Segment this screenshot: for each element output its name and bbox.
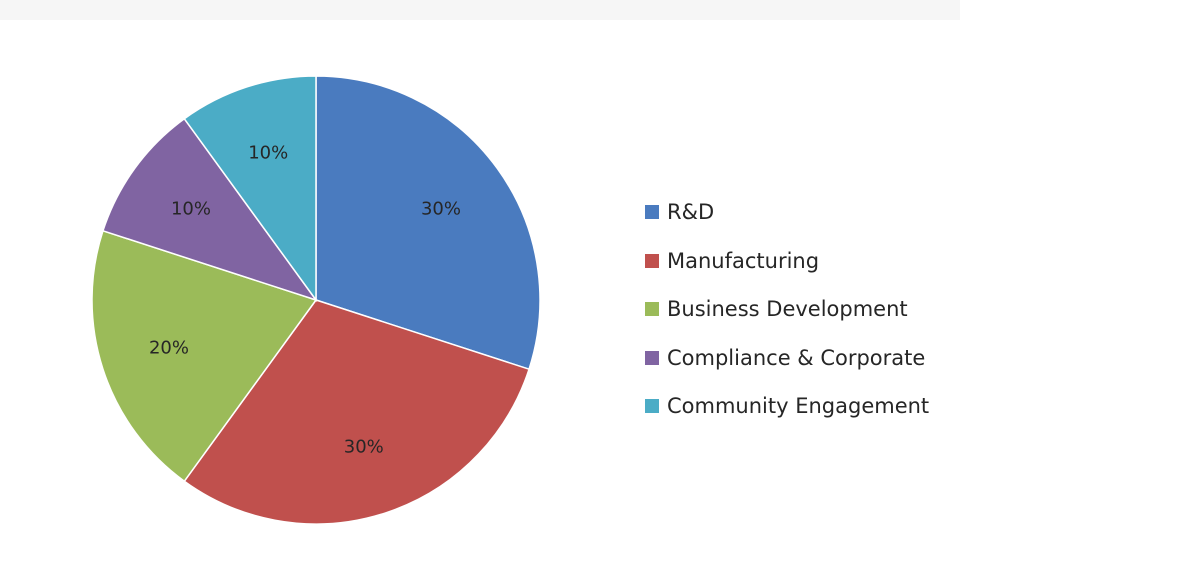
legend-item-business-development: Business Development <box>645 285 929 334</box>
data-label-business-development: 20% <box>149 337 189 358</box>
data-label-manufacturing: 30% <box>344 437 384 458</box>
pie-slice-community-engagement <box>183 75 317 303</box>
pie-slices <box>91 75 541 525</box>
pie-slice-rd <box>315 75 541 371</box>
pie-slice-manufacturing <box>183 299 530 525</box>
data-label-community-engagement: 10% <box>248 143 288 164</box>
legend-swatch-business-development <box>645 302 659 317</box>
legend-swatch-manufacturing <box>645 253 659 268</box>
pie-slice-business-development <box>91 229 318 483</box>
legend-label-rd: R&D <box>667 200 715 225</box>
legend-item-manufacturing: Manufacturing <box>645 237 929 286</box>
legend-label-manufacturing: Manufacturing <box>667 248 820 273</box>
legend-swatch-compliance-corporate <box>645 350 659 365</box>
pie-chart: 30% 30% 20% 10% 10% <box>91 75 541 525</box>
data-label-rd: 30% <box>421 199 461 220</box>
legend-label-community-engagement: Community Engagement <box>667 394 930 419</box>
legend-swatch-rd <box>645 205 659 220</box>
pie-data-labels: 30% 30% 20% 10% 10% <box>149 143 461 458</box>
pie-slice-compliance-corporate <box>102 117 318 302</box>
legend-label-compliance-corporate: Compliance & Corporate <box>667 345 926 370</box>
legend-item-rd: R&D <box>645 188 929 237</box>
legend-item-community-engagement: Community Engagement <box>645 382 929 431</box>
top-band <box>0 0 960 20</box>
chart-legend: R&D Manufacturing Business Development C… <box>645 188 929 431</box>
data-label-compliance-corporate: 10% <box>171 199 211 220</box>
legend-item-compliance-corporate: Compliance & Corporate <box>645 334 929 383</box>
legend-swatch-community-engagement <box>645 399 659 414</box>
legend-label-business-development: Business Development <box>667 297 908 322</box>
